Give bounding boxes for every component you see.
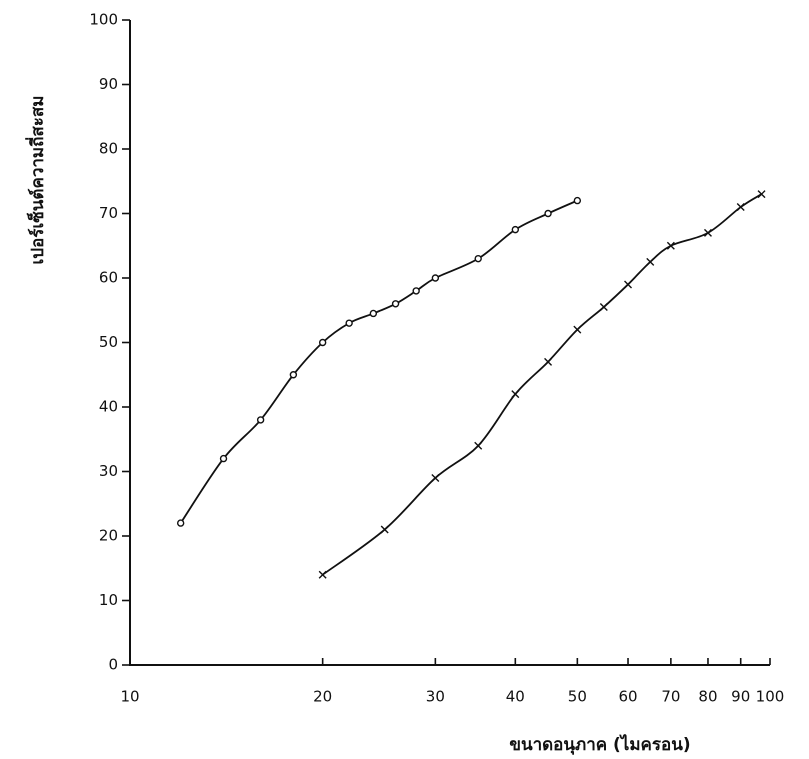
- x-tick-label: 80: [698, 688, 717, 706]
- x-tick-label: 40: [506, 688, 525, 706]
- curve: [179, 199, 578, 524]
- circle-marker: [318, 338, 327, 347]
- y-tick-label: 80: [99, 140, 118, 158]
- y-tick-label: 50: [99, 333, 118, 351]
- x-tick-label: 70: [661, 688, 680, 706]
- circle-marker: [511, 225, 520, 234]
- cross-marker: [544, 357, 553, 366]
- cross-marker: [431, 473, 440, 482]
- x-axis-label: ขนาดอนุภาค (ไมครอน): [509, 734, 690, 755]
- circle-marker: [544, 209, 552, 218]
- x-tick-label: 90: [731, 688, 750, 706]
- cross-marker: [573, 325, 582, 334]
- y-axis-label: เปอร์เซ็นต์ความถี่สะสม: [25, 95, 48, 264]
- cross-marker: [666, 241, 675, 250]
- cross-marker: [599, 303, 608, 312]
- x-tick-label: 20: [313, 688, 332, 706]
- circle-marker: [431, 274, 440, 282]
- x-tick-label: 30: [426, 688, 445, 706]
- circle-marker: [289, 371, 298, 379]
- circle-marker: [345, 319, 353, 327]
- curve: [322, 193, 763, 576]
- cross-marker: [736, 203, 745, 212]
- y-tick-label: 20: [99, 527, 118, 545]
- circle-marker: [391, 300, 400, 308]
- cross-marker: [380, 525, 389, 534]
- cross-marker: [646, 257, 655, 266]
- x-tick-label: 100: [756, 688, 785, 706]
- y-tick-label: 60: [99, 269, 118, 287]
- cross-marker: [757, 190, 766, 199]
- circle-marker: [176, 519, 185, 527]
- y-tick-label: 30: [99, 462, 118, 480]
- circle-marker: [219, 454, 228, 463]
- circle-marker: [369, 309, 378, 318]
- x-tick-label: 10: [120, 688, 139, 706]
- y-tick-label: 10: [99, 591, 118, 609]
- cross-marker: [703, 228, 712, 237]
- axes: [129, 20, 770, 666]
- y-tick-label: 70: [99, 204, 118, 222]
- circle-marker: [256, 416, 265, 424]
- circle-marker: [573, 196, 582, 205]
- cross-marker: [624, 280, 633, 289]
- cross-marker: [318, 570, 327, 579]
- cross-marker: [511, 390, 520, 399]
- x-tick-label: 50: [568, 688, 587, 706]
- y-tick-label: 0: [108, 656, 118, 674]
- y-tick-label: 40: [99, 398, 118, 416]
- y-tick-label: 100: [89, 11, 118, 29]
- circle-marker: [474, 254, 482, 263]
- cross-marker: [474, 441, 483, 450]
- x-tick-label: 60: [618, 688, 637, 706]
- circle-marker: [412, 287, 420, 295]
- y-tick-label: 90: [99, 75, 118, 93]
